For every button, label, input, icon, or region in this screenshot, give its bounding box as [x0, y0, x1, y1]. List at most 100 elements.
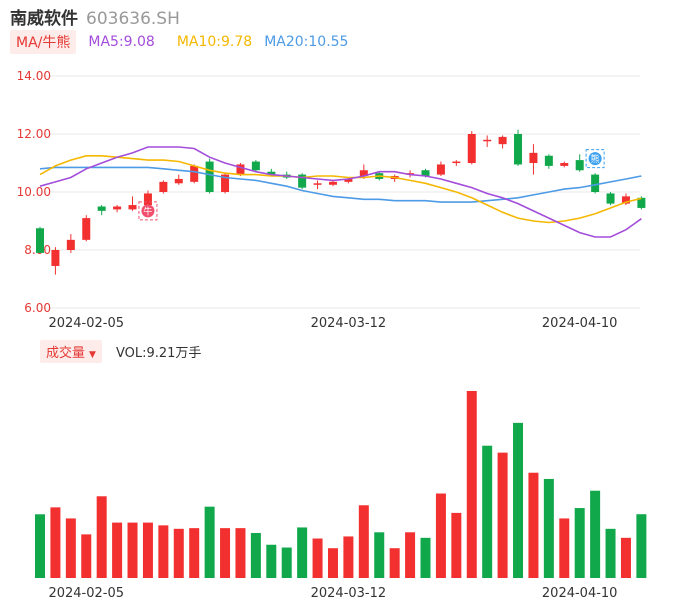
volume-bar	[482, 445, 493, 578]
ma-legend: MA/牛熊 MA5:9.08 MA10:9.78 MA20:10.55	[10, 30, 348, 54]
volume-bar	[189, 528, 200, 578]
marker-frame	[585, 149, 605, 169]
volume-bar	[327, 548, 338, 578]
x-tick-label: 2024-02-05	[48, 316, 124, 331]
candle-body	[421, 170, 430, 177]
volume-bar	[435, 493, 446, 578]
ma20-label: MA20:10.55	[264, 34, 349, 50]
x-tick-label: 2024-03-12	[311, 586, 387, 601]
volume-bar	[389, 548, 400, 578]
marker-label: 熊	[591, 153, 600, 165]
marker-dot	[141, 204, 155, 218]
candle-body	[51, 250, 60, 266]
volume-bar	[281, 547, 292, 578]
volume-bar	[559, 518, 570, 578]
candle-body	[591, 174, 600, 192]
volume-bar	[81, 534, 92, 578]
x-tick-label: 2024-03-12	[311, 316, 387, 331]
candle-body	[36, 228, 44, 253]
volume-bar	[405, 532, 416, 578]
candle-body	[498, 136, 507, 145]
marker-frame	[138, 201, 158, 221]
price-chart: 14.0012.0010.008.006.00牛熊2024-02-052024-…	[17, 69, 646, 331]
y-tick-label: 12.00	[17, 127, 51, 141]
y-tick-label: 14.00	[17, 69, 51, 83]
candle-body	[328, 181, 337, 185]
candle-body	[483, 139, 492, 142]
bear-marker-icon: 熊	[585, 149, 605, 169]
volume-indicator-tab[interactable]: 成交量 ▼	[40, 339, 102, 363]
candle-body	[436, 164, 445, 175]
candle-body	[467, 134, 476, 163]
volume-bar	[96, 496, 107, 578]
volume-bar	[466, 391, 477, 578]
stock-name: 南威软件	[10, 9, 78, 29]
caret-down-icon: ▼	[89, 349, 96, 360]
volume-bar	[112, 522, 123, 578]
candle-body	[221, 174, 230, 192]
volume-bar	[513, 422, 524, 578]
volume-bar	[605, 528, 616, 578]
candle-body	[174, 178, 183, 184]
volume-bar	[35, 514, 45, 578]
volume-bar	[204, 506, 215, 578]
volume-bar	[220, 528, 231, 578]
volume-bar	[297, 527, 308, 578]
candle-body	[359, 170, 368, 177]
volume-bar	[50, 507, 61, 578]
volume-bar	[420, 537, 431, 578]
candle-body	[82, 218, 91, 240]
ma20-line	[39, 166, 642, 203]
candle-body	[236, 164, 245, 175]
volume-bar	[374, 532, 385, 578]
volume-bar	[543, 478, 554, 578]
candle-body	[606, 193, 615, 204]
candle-body	[143, 193, 152, 206]
candle-body	[452, 161, 461, 164]
candle-body	[251, 161, 260, 171]
candle-body	[97, 206, 106, 211]
volume-bar	[528, 472, 539, 578]
ma-indicator-tab[interactable]: MA/牛熊	[10, 30, 77, 54]
volume-bar	[343, 536, 354, 578]
volume-bar	[620, 537, 631, 578]
volume-bar	[235, 528, 246, 578]
volume-bar	[451, 512, 462, 578]
candle-body	[560, 163, 569, 166]
candle-body	[544, 155, 553, 166]
marker-dot	[588, 152, 602, 166]
ma10-label: MA10:9.78	[176, 34, 253, 50]
candle-body	[128, 205, 137, 210]
candle-body	[190, 165, 199, 182]
volume-bar	[173, 528, 184, 578]
candle-body	[159, 181, 168, 192]
candle-body	[205, 161, 214, 192]
volume-bar	[636, 514, 647, 578]
volume-bar	[250, 532, 261, 578]
volume-value: VOL:9.21万手	[115, 345, 202, 361]
candle-body	[514, 134, 523, 165]
candle-body	[621, 196, 630, 204]
candle-body	[298, 174, 307, 188]
volume-bar	[158, 525, 169, 578]
marker-label: 牛	[143, 205, 152, 217]
volume-tab-label: 成交量	[46, 345, 86, 361]
candle-body	[66, 239, 75, 250]
ma5-label: MA5:9.08	[88, 34, 155, 50]
stock-code: 603636.SH	[86, 9, 180, 29]
volume-chart: 2024-02-05 2024-03-12 2024-04-10	[35, 391, 647, 601]
bull-marker-icon: 牛	[138, 201, 158, 221]
candle-body	[313, 183, 322, 185]
volume-bar	[142, 522, 153, 578]
x-tick-label: 2024-04-10	[542, 586, 618, 601]
volume-bar	[312, 538, 323, 578]
volume-legend: 成交量 ▼ VOL:9.21万手	[40, 339, 202, 363]
y-tick-label: 10.00	[17, 185, 51, 199]
candle-body	[113, 206, 122, 210]
candle-body	[267, 171, 276, 175]
y-tick-label: 6.00	[24, 301, 51, 315]
volume-bar	[65, 518, 76, 578]
x-tick-label: 2024-04-10	[542, 316, 618, 331]
candle-body	[637, 197, 646, 208]
candle-body	[529, 152, 538, 163]
